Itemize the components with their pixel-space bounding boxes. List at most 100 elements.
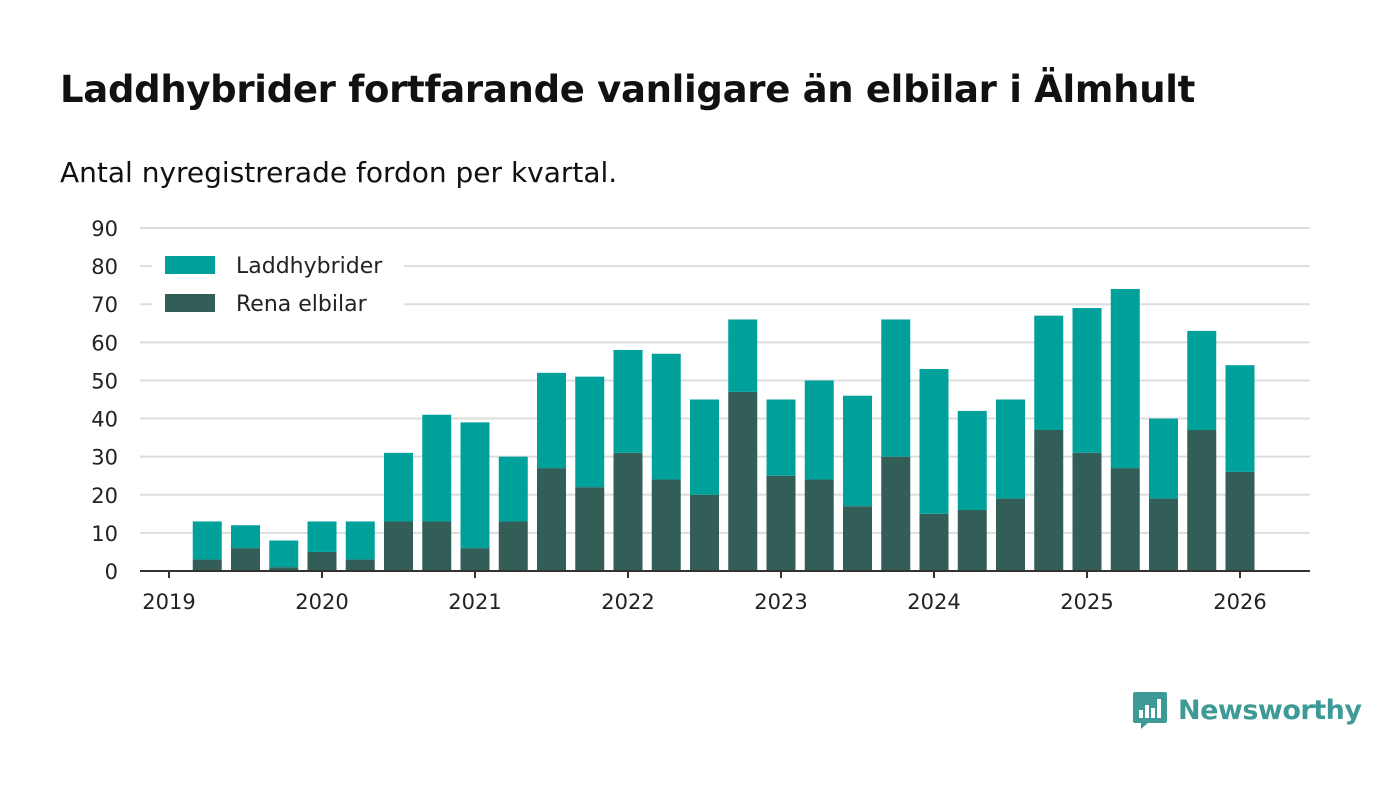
bar-laddhybrider [1187,330,1217,430]
newsworthy-logo-icon [1133,692,1167,729]
bars [192,288,1255,571]
bar-group [1110,288,1140,571]
bar-laddhybrider [1110,288,1140,469]
bar-laddhybrider [345,521,375,560]
bar-rena-elbilar [651,479,681,571]
bar-rena-elbilar [269,567,299,571]
bar-group [881,319,911,571]
bar-laddhybrider [1034,315,1064,430]
bar-rena-elbilar [804,479,834,571]
bar-group [192,521,222,571]
legend-swatch [165,294,215,312]
bar-group [690,399,719,571]
bar-laddhybrider [537,372,566,469]
bar-rena-elbilar [460,548,490,571]
y-tick-label: 70 [91,293,118,317]
x-axis: 2019 2020 2021 2022 2023 2024 2025 2026 [140,570,1310,614]
legend: Laddhybrider Rena elbilar [152,246,404,326]
y-tick-label: 20 [91,484,118,508]
bar-laddhybrider [192,521,222,560]
bar-laddhybrider [690,399,719,495]
bar-group [651,353,681,571]
chart-title: Laddhybrider fortfarande vanligare än el… [60,68,1195,111]
bar-rena-elbilar [498,521,528,571]
x-tick-label: 2019 [142,590,195,614]
bar-rena-elbilar [575,487,605,571]
bar-group [919,369,949,571]
bar-rena-elbilar [690,494,719,571]
bar-group [766,399,796,571]
bar-group [843,395,872,571]
bar-group [957,410,987,571]
y-tick-label: 0 [105,560,118,584]
bar-rena-elbilar [1072,452,1102,571]
bar-group [613,349,643,571]
bar-group [307,521,337,571]
bar-laddhybrider [231,525,260,549]
bar-rena-elbilar [537,468,566,571]
bar-laddhybrider [384,452,413,522]
bar-rena-elbilar [1225,471,1255,571]
legend-swatch [165,256,215,274]
bar-laddhybrider [422,414,452,522]
brand-logo: Newsworthy [1132,690,1362,730]
y-tick-label: 50 [91,369,118,393]
bar-laddhybrider [651,353,681,480]
bar-laddhybrider [766,399,796,476]
bar-rena-elbilar [384,521,413,571]
bar-laddhybrider [1072,308,1102,453]
bar-group [996,399,1025,571]
x-tick-label: 2021 [448,590,501,614]
bar-group [1034,315,1064,571]
y-tick-label: 90 [91,217,118,241]
bar-rena-elbilar [1187,429,1217,571]
bar-rena-elbilar [422,521,452,571]
bar-group [231,525,260,571]
bar-laddhybrider [919,369,949,514]
bar-group [1149,418,1178,571]
bar-group [804,380,834,571]
bar-group [1187,330,1217,571]
y-tick-label: 80 [91,255,118,279]
bar-rena-elbilar [1110,468,1140,571]
bar-rena-elbilar [613,452,643,571]
bar-rena-elbilar [231,548,260,571]
x-tick-label: 2020 [295,590,348,614]
bar-laddhybrider [957,410,987,511]
bar-rena-elbilar [728,391,758,571]
y-tick-label: 40 [91,408,118,432]
bar-group [728,319,758,571]
bar-rena-elbilar [766,475,796,571]
bar-group [345,521,375,571]
bar-laddhybrider [460,422,490,549]
bar-laddhybrider [269,540,299,568]
bar-group [1225,365,1255,571]
bar-laddhybrider [996,399,1025,499]
x-tick-label: 2023 [754,590,807,614]
bar-laddhybrider [881,319,911,457]
bar-group [575,376,605,571]
x-tick-label: 2025 [1060,590,1113,614]
y-tick-label: 60 [91,331,118,355]
x-tick-label: 2022 [601,590,654,614]
x-tick-label: 2024 [907,590,960,614]
bar-rena-elbilar [345,559,375,571]
legend-label: Laddhybrider [236,254,383,279]
bar-rena-elbilar [957,510,987,571]
bar-rena-elbilar [307,551,337,571]
legend-label: Rena elbilar [236,292,368,317]
bar-laddhybrider [575,376,605,488]
bar-group [460,422,490,571]
x-tick-label: 2026 [1213,590,1266,614]
bar-laddhybrider [1225,365,1255,472]
bar-rena-elbilar [1034,429,1064,571]
bar-rena-elbilar [919,513,949,571]
bar-laddhybrider [1149,418,1178,499]
bar-laddhybrider [613,349,643,453]
brand-name: Newsworthy [1178,694,1362,726]
bar-rena-elbilar [843,506,872,571]
bar-group [384,452,413,571]
bar-laddhybrider [843,395,872,507]
bar-rena-elbilar [881,456,911,571]
